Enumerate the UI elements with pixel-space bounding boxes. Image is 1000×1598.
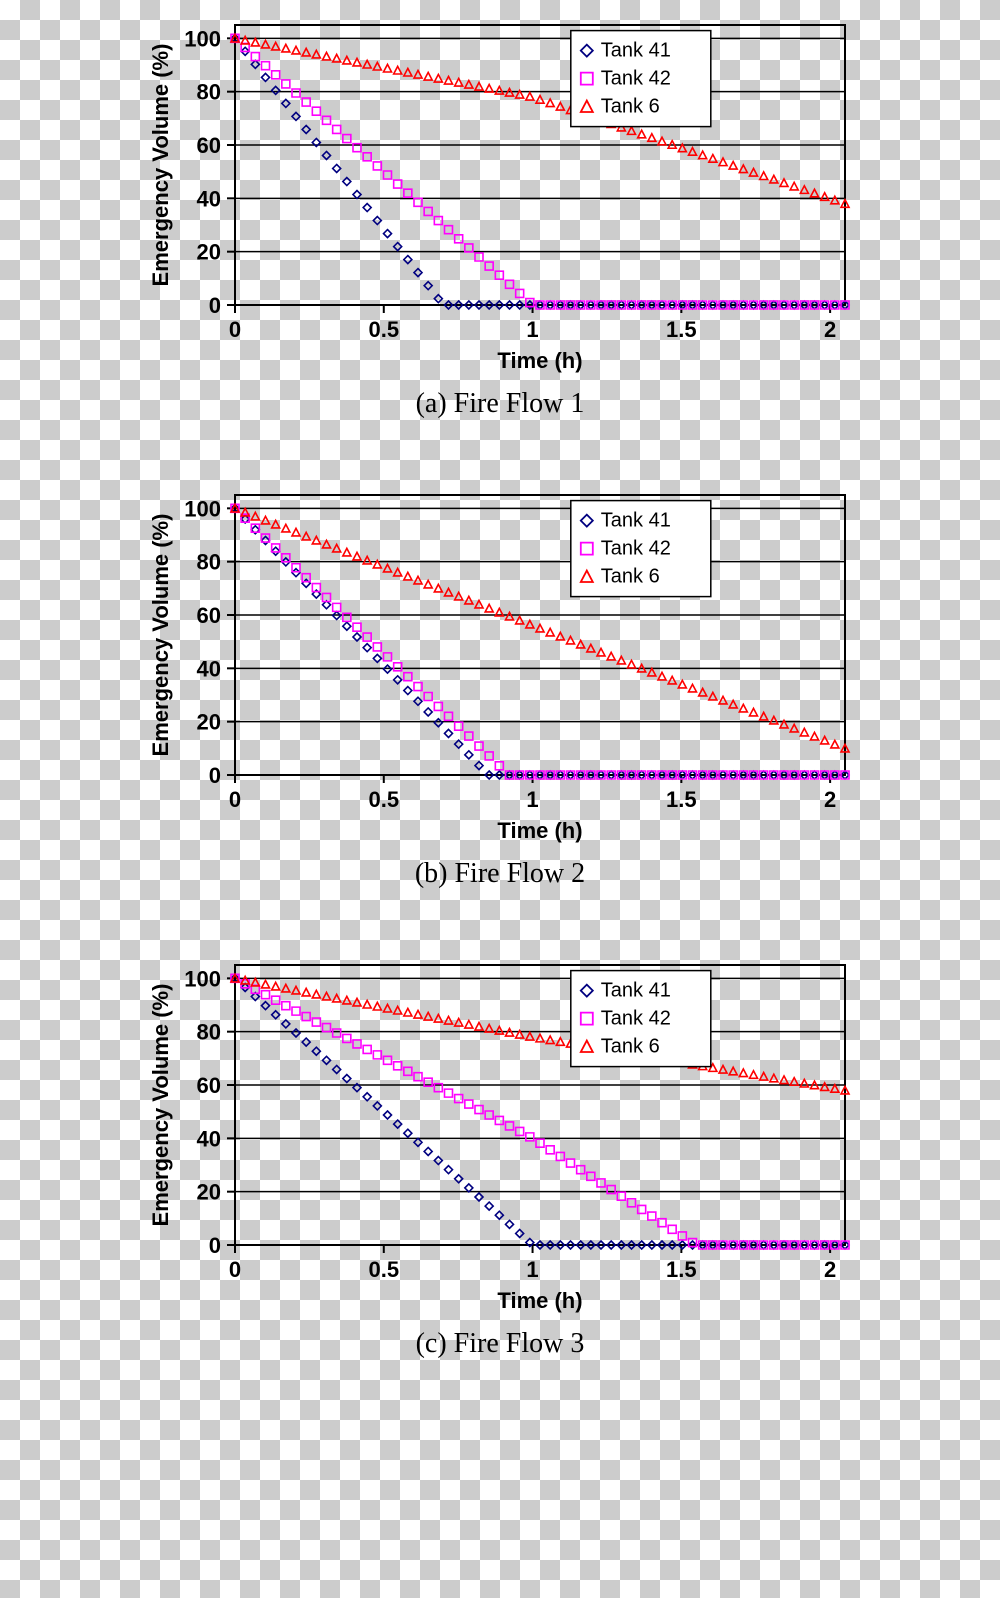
y-tick-label: 0 — [209, 1233, 221, 1258]
legend-label: Tank 41 — [601, 980, 671, 1002]
legend-label: Tank 6 — [601, 1036, 660, 1058]
x-tick-label: 2 — [824, 1257, 836, 1282]
legend-label: Tank 42 — [601, 538, 671, 560]
figure-container: 00.511.52020406080100Time (h)Emergency V… — [0, 0, 1000, 1420]
y-tick-label: 100 — [184, 966, 221, 991]
y-tick-label: 60 — [197, 133, 221, 158]
line-chart: 00.511.52020406080100Time (h)Emergency V… — [140, 480, 860, 850]
caption-b: (b) Fire Flow 2 — [415, 858, 585, 890]
legend-label: Tank 6 — [601, 96, 660, 118]
y-axis-label: Emergency Volume (%) — [148, 514, 173, 757]
panel-c: 00.511.52020406080100Time (h)Emergency V… — [140, 950, 860, 1360]
line-chart: 00.511.52020406080100Time (h)Emergency V… — [140, 950, 860, 1320]
y-tick-label: 20 — [197, 710, 221, 735]
y-axis-label: Emergency Volume (%) — [148, 44, 173, 287]
x-tick-label: 1.5 — [666, 787, 697, 812]
series-tank-41 — [231, 974, 849, 1249]
x-tick-label: 0 — [229, 317, 241, 342]
legend: Tank 41 Tank 42 Tank 6 — [571, 31, 711, 127]
y-tick-label: 20 — [197, 240, 221, 265]
legend-label: Tank 41 — [601, 510, 671, 532]
y-tick-label: 60 — [197, 603, 221, 628]
x-tick-label: 0 — [229, 787, 241, 812]
legend-label: Tank 42 — [601, 68, 671, 90]
caption-c: (c) Fire Flow 3 — [416, 1328, 585, 1360]
y-tick-label: 40 — [197, 1126, 221, 1151]
legend-label: Tank 41 — [601, 40, 671, 62]
x-tick-label: 1 — [526, 1257, 538, 1282]
y-tick-label: 100 — [184, 26, 221, 51]
series-tank-42 — [231, 974, 849, 1249]
x-axis-label: Time (h) — [497, 348, 582, 373]
x-tick-label: 0 — [229, 1257, 241, 1282]
y-tick-label: 80 — [197, 80, 221, 105]
x-tick-label: 2 — [824, 787, 836, 812]
y-tick-label: 40 — [197, 656, 221, 681]
x-tick-label: 1.5 — [666, 317, 697, 342]
series-tank-42 — [231, 34, 849, 309]
x-tick-label: 0.5 — [368, 317, 399, 342]
x-axis-label: Time (h) — [497, 818, 582, 843]
series-tank-41 — [231, 34, 849, 309]
series-tank-6 — [231, 504, 849, 752]
series-tank-6 — [231, 34, 849, 207]
y-tick-label: 0 — [209, 763, 221, 788]
x-tick-label: 0.5 — [368, 1257, 399, 1282]
y-tick-label: 0 — [209, 293, 221, 318]
series-tank-6 — [231, 974, 849, 1094]
y-tick-label: 80 — [197, 550, 221, 575]
chart-b: 00.511.52020406080100Time (h)Emergency V… — [140, 480, 860, 850]
y-axis-label: Emergency Volume (%) — [148, 984, 173, 1227]
chart-a: 00.511.52020406080100Time (h)Emergency V… — [140, 10, 860, 380]
x-tick-label: 1.5 — [666, 1257, 697, 1282]
x-tick-label: 0.5 — [368, 787, 399, 812]
chart-c: 00.511.52020406080100Time (h)Emergency V… — [140, 950, 860, 1320]
x-axis-label: Time (h) — [497, 1288, 582, 1313]
line-chart: 00.511.52020406080100Time (h)Emergency V… — [140, 10, 860, 380]
panel-b: 00.511.52020406080100Time (h)Emergency V… — [140, 480, 860, 890]
y-tick-label: 100 — [184, 496, 221, 521]
x-tick-label: 1 — [526, 787, 538, 812]
caption-a: (a) Fire Flow 1 — [416, 388, 585, 420]
x-tick-label: 1 — [526, 317, 538, 342]
y-tick-label: 80 — [197, 1020, 221, 1045]
y-tick-label: 40 — [197, 186, 221, 211]
legend: Tank 41 Tank 42 Tank 6 — [571, 501, 711, 597]
legend-label: Tank 42 — [601, 1008, 671, 1030]
y-tick-label: 60 — [197, 1073, 221, 1098]
panel-a: 00.511.52020406080100Time (h)Emergency V… — [140, 10, 860, 420]
y-tick-label: 20 — [197, 1180, 221, 1205]
legend-label: Tank 6 — [601, 566, 660, 588]
x-tick-label: 2 — [824, 317, 836, 342]
legend: Tank 41 Tank 42 Tank 6 — [571, 971, 711, 1067]
